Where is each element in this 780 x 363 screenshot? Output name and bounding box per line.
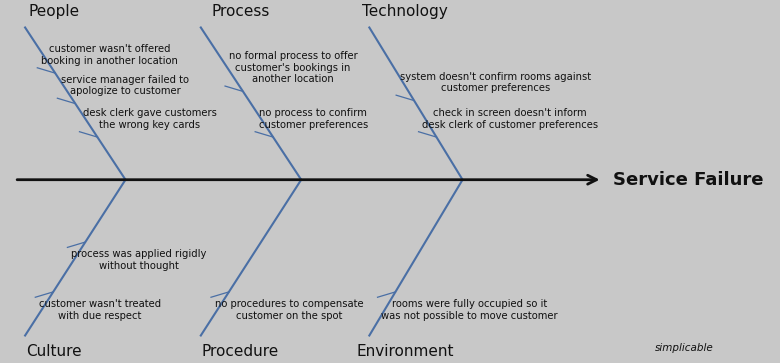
Text: desk clerk gave customers
the wrong key cards: desk clerk gave customers the wrong key …: [83, 108, 217, 130]
Text: system doesn't confirm rooms against
customer preferences: system doesn't confirm rooms against cus…: [399, 72, 591, 93]
Text: customer wasn't offered
booking in another location: customer wasn't offered booking in anoth…: [41, 44, 178, 66]
Text: Environment: Environment: [356, 344, 454, 359]
Text: check in screen doesn't inform
desk clerk of customer preferences: check in screen doesn't inform desk cler…: [422, 108, 598, 130]
Text: Procedure: Procedure: [201, 344, 279, 359]
Text: People: People: [28, 4, 80, 19]
Text: no formal process to offer
customer's bookings in
another location: no formal process to offer customer's bo…: [229, 51, 357, 84]
Text: Culture: Culture: [26, 344, 82, 359]
Text: customer wasn't treated
with due respect: customer wasn't treated with due respect: [39, 299, 161, 321]
Text: process was applied rigidly
without thought: process was applied rigidly without thou…: [71, 249, 207, 271]
Text: no procedures to compensate
customer on the spot: no procedures to compensate customer on …: [215, 299, 363, 321]
Text: simplicable: simplicable: [655, 343, 714, 354]
Text: Technology: Technology: [363, 4, 448, 19]
Text: service manager failed to
apologize to customer: service manager failed to apologize to c…: [61, 75, 189, 97]
Text: rooms were fully occupied so it
was not possible to move customer: rooms were fully occupied so it was not …: [381, 299, 558, 321]
Text: Process: Process: [211, 4, 269, 19]
Text: Service Failure: Service Failure: [613, 171, 764, 189]
Text: no process to confirm
customer preferences: no process to confirm customer preferenc…: [259, 108, 368, 130]
